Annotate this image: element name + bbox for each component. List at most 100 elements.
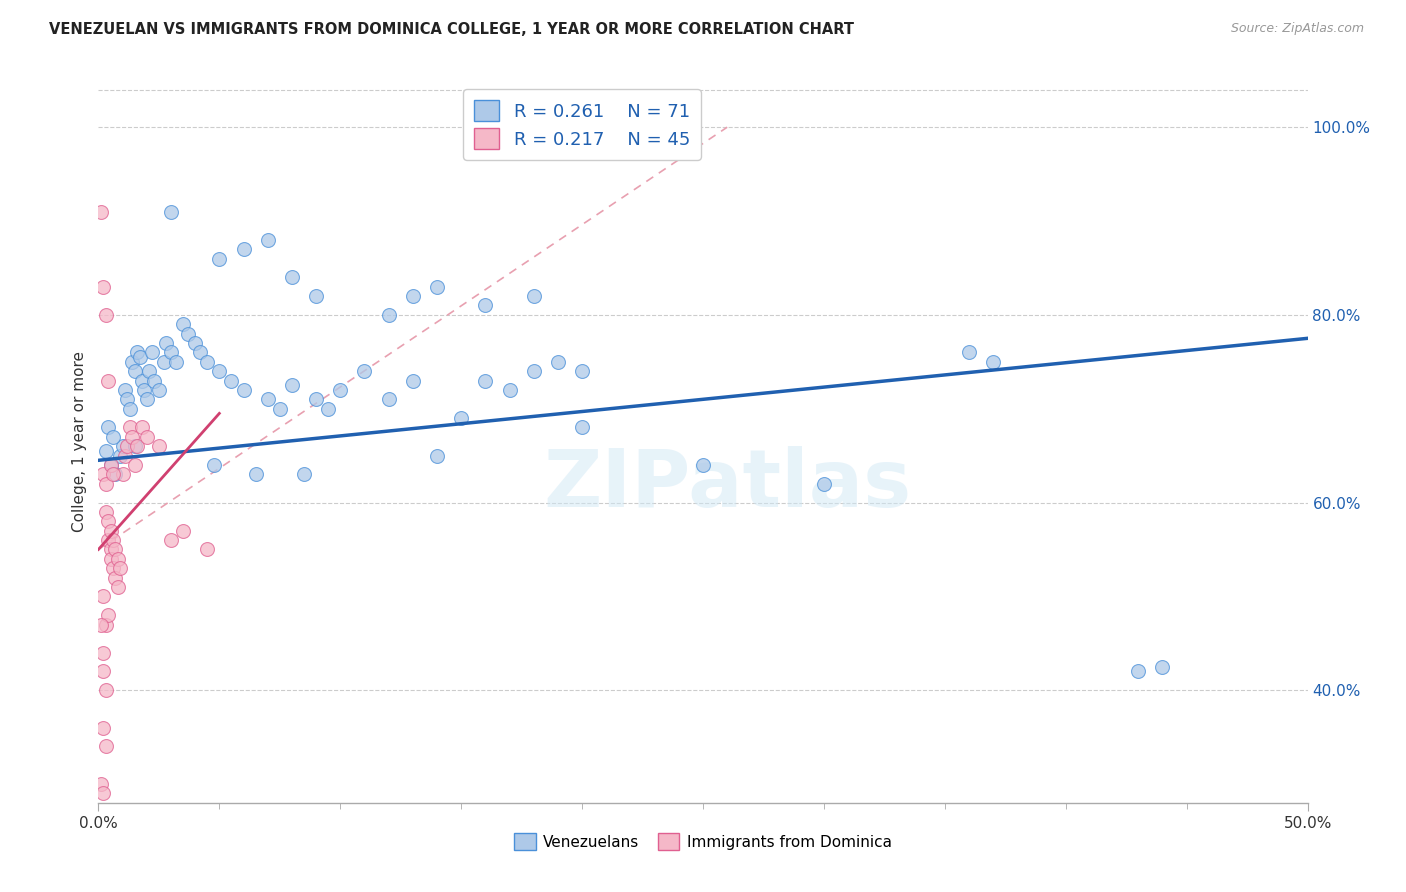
Point xyxy=(94,444,117,458)
Point xyxy=(97,420,120,434)
Point xyxy=(131,420,153,434)
Point xyxy=(100,458,122,472)
Point xyxy=(152,355,174,369)
Point xyxy=(172,318,194,332)
Point xyxy=(135,430,157,444)
Point xyxy=(127,439,149,453)
Point xyxy=(256,233,278,247)
Point xyxy=(94,617,117,632)
Point xyxy=(188,345,211,359)
Point xyxy=(402,289,425,303)
Point xyxy=(402,374,425,388)
Point xyxy=(108,449,131,463)
Point xyxy=(94,683,117,698)
Point xyxy=(184,336,207,351)
Text: VENEZUELAN VS IMMIGRANTS FROM DOMINICA COLLEGE, 1 YEAR OR MORE CORRELATION CHART: VENEZUELAN VS IMMIGRANTS FROM DOMINICA C… xyxy=(49,22,855,37)
Point xyxy=(97,374,120,388)
Point xyxy=(91,721,114,735)
Point xyxy=(450,411,472,425)
Point xyxy=(127,345,149,359)
Point xyxy=(91,646,114,660)
Point xyxy=(377,392,399,407)
Point xyxy=(104,467,127,482)
Point xyxy=(114,449,136,463)
Point xyxy=(101,533,124,547)
Point xyxy=(135,392,157,407)
Point xyxy=(195,542,218,557)
Point xyxy=(1152,659,1174,673)
Point xyxy=(1128,665,1150,679)
Point xyxy=(117,439,139,453)
Text: Source: ZipAtlas.com: Source: ZipAtlas.com xyxy=(1230,22,1364,36)
Point xyxy=(118,420,141,434)
Point xyxy=(377,308,399,322)
Point xyxy=(124,458,146,472)
Point xyxy=(305,392,328,407)
Text: ZIPatlas: ZIPatlas xyxy=(543,446,911,524)
Point xyxy=(426,449,449,463)
Point xyxy=(100,458,122,472)
Point xyxy=(148,439,170,453)
Point xyxy=(91,590,114,604)
Point xyxy=(101,430,124,444)
Point xyxy=(221,374,243,388)
Point xyxy=(100,551,122,566)
Point xyxy=(128,350,150,364)
Point xyxy=(97,514,120,528)
Point xyxy=(97,608,120,623)
Point xyxy=(232,242,254,256)
Point xyxy=(177,326,200,341)
Point xyxy=(498,383,520,397)
Point xyxy=(353,364,375,378)
Point xyxy=(101,467,124,482)
Point xyxy=(107,551,129,566)
Point xyxy=(134,383,156,397)
Point xyxy=(91,467,114,482)
Point xyxy=(90,617,112,632)
Point xyxy=(957,345,980,359)
Point xyxy=(94,308,117,322)
Point xyxy=(94,739,117,754)
Point xyxy=(523,364,546,378)
Point xyxy=(141,345,163,359)
Point xyxy=(94,476,117,491)
Point xyxy=(195,355,218,369)
Point xyxy=(165,355,187,369)
Point xyxy=(138,364,160,378)
Point xyxy=(90,777,112,791)
Point xyxy=(160,533,183,547)
Point xyxy=(91,786,114,800)
Point xyxy=(121,355,143,369)
Point xyxy=(571,364,593,378)
Point xyxy=(108,561,131,575)
Point xyxy=(208,364,231,378)
Point xyxy=(111,467,134,482)
Point xyxy=(114,383,136,397)
Point xyxy=(232,383,254,397)
Point xyxy=(155,336,177,351)
Point xyxy=(111,439,134,453)
Point xyxy=(571,420,593,434)
Point xyxy=(329,383,352,397)
Point xyxy=(91,279,114,293)
Point xyxy=(204,458,226,472)
Point xyxy=(104,542,127,557)
Point xyxy=(981,355,1004,369)
Point xyxy=(426,279,449,293)
Point xyxy=(160,345,183,359)
Point xyxy=(269,401,291,416)
Point xyxy=(90,204,112,219)
Point xyxy=(523,289,546,303)
Point xyxy=(107,580,129,594)
Point xyxy=(97,533,120,547)
Point xyxy=(316,401,339,416)
Point xyxy=(692,458,714,472)
Point xyxy=(118,401,141,416)
Point xyxy=(117,392,139,407)
Point xyxy=(281,378,304,392)
Point xyxy=(148,383,170,397)
Point xyxy=(474,298,496,312)
Point xyxy=(208,252,231,266)
Point xyxy=(124,364,146,378)
Point xyxy=(281,270,304,285)
